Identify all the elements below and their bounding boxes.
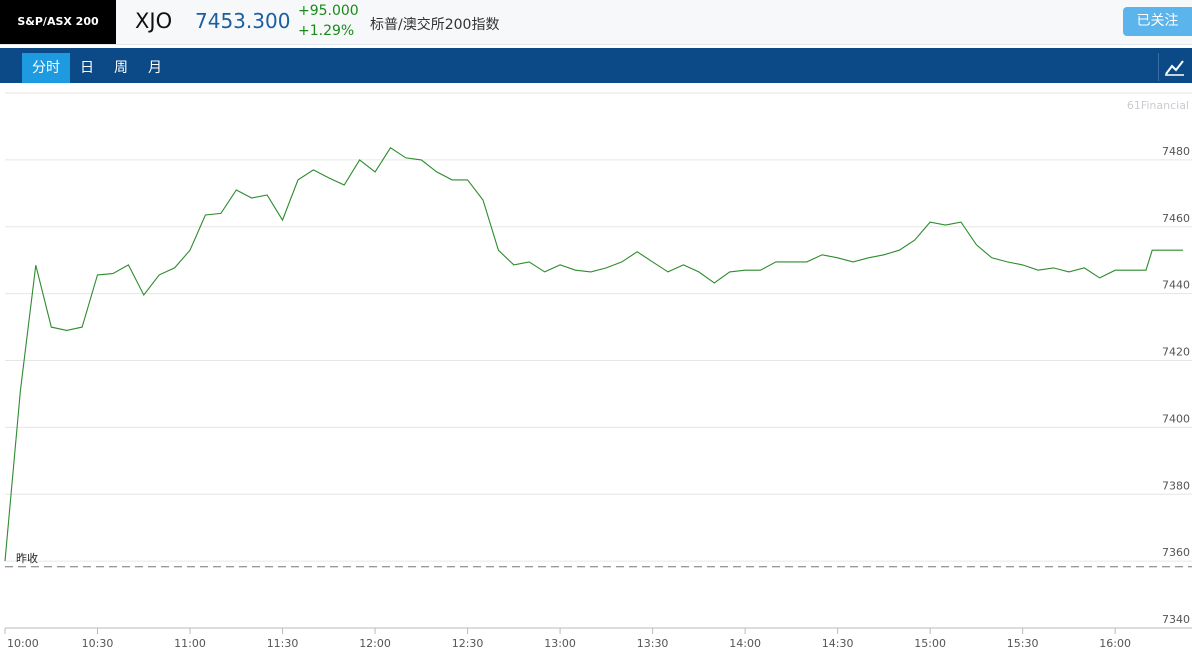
x-tick-label: 13:00 — [544, 637, 576, 650]
x-tick-label: 10:30 — [82, 637, 114, 650]
tab[interactable]: 月 — [148, 60, 162, 76]
x-tick-label: 14:30 — [822, 637, 854, 650]
icon-line — [1165, 60, 1184, 75]
y-tick-label: 7380 — [1162, 479, 1190, 492]
chart-icon[interactable] — [1158, 53, 1189, 81]
x-tick-label: 13:30 — [637, 637, 669, 650]
index-name: 标普/澳交所200指数 — [370, 17, 500, 33]
y-tick-label: 7400 — [1162, 412, 1190, 425]
x-tick-label: 12:30 — [452, 637, 484, 650]
symbol: XJO — [135, 9, 173, 33]
x-tick-label: 11:00 — [174, 637, 206, 650]
header: S&P/ASX 200 XJO 7453.300 +95.000 +1.29% … — [0, 0, 1192, 45]
x-tick-label: 15:30 — [1007, 637, 1039, 650]
y-tick-label: 7340 — [1162, 613, 1190, 626]
chart: 61Financial 7340 7360 7380 7400 7420 7440 7460… — [4, 92, 1192, 650]
tab[interactable]: 周 — [114, 60, 128, 76]
x-tick-label: 14:00 — [729, 637, 761, 650]
ticker-box: S&P/ASX 200 — [0, 0, 116, 44]
change: +95.000 — [298, 3, 359, 19]
tab[interactable]: 日 — [80, 60, 94, 76]
price-line — [4, 147, 1183, 562]
y-tick-label: 7360 — [1162, 546, 1190, 559]
change-pct: +1.29% — [298, 23, 355, 39]
y-tick-label: 7460 — [1162, 212, 1190, 225]
x-tick-label: 12:00 — [359, 637, 391, 650]
watermark: 61Financial — [1127, 99, 1189, 112]
y-tick-label: 7420 — [1162, 346, 1190, 359]
icon-graphic — [1165, 60, 1184, 76]
reference-label: 昨收 — [16, 551, 38, 565]
x-tick-label: 11:30 — [267, 637, 299, 650]
tab[interactable]: 分时 — [22, 53, 70, 83]
x-tick-label: 10:00 — [7, 637, 39, 650]
x-tick-label: 15:00 — [914, 637, 946, 650]
x-tick-label: 16:00 — [1099, 637, 1131, 650]
y-tick-label: 7440 — [1162, 279, 1190, 292]
y-tick-label: 7480 — [1162, 145, 1190, 158]
price: 7453.300 — [195, 9, 291, 33]
nav-bar: 分时 日 周 月 — [0, 48, 1192, 83]
follow-button[interactable]: 已关注 — [1123, 7, 1192, 36]
